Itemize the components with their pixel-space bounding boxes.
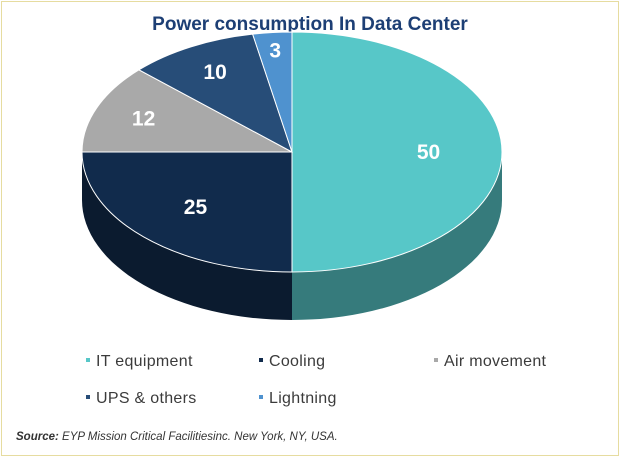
- pie-slice-cooling: [81, 151, 293, 273]
- pie-value-label-cooling: 25: [184, 196, 208, 219]
- legend-swatch-air-movement: [434, 357, 438, 362]
- legend-item-lightning: Lightning: [259, 390, 337, 408]
- legend-label: Air movement: [444, 353, 547, 370]
- pie-slice-air-movement: [81, 69, 293, 153]
- legend-item-cooling: Cooling: [259, 353, 325, 371]
- source-label: Source:: [16, 431, 59, 443]
- legend-swatch-it-equipment: [86, 357, 90, 362]
- legend-label: Lightning: [269, 390, 337, 407]
- legend-swatch-ups-others: [86, 394, 90, 399]
- pie-value-label-it-equipment: 50: [417, 141, 440, 164]
- legend-item-air-movement: Air movement: [434, 353, 546, 371]
- pie-top: [81, 31, 503, 273]
- pie-value-label-ups-others: 10: [203, 61, 226, 84]
- chart-title: Power consumption In Data Center: [152, 14, 468, 35]
- pie-slice-ups-others: [137, 33, 293, 154]
- pie-sides: [82, 152, 502, 320]
- pie-labels: 50 25 12 10 3: [132, 39, 440, 219]
- legend-item-ups-others: UPS & others: [86, 390, 197, 408]
- pie-slice-lightning: [251, 31, 293, 153]
- pie-value-label-lightning: 3: [269, 39, 281, 62]
- legend-label: Cooling: [269, 353, 326, 370]
- pie-slice-it-equipment: [291, 31, 503, 273]
- legend-swatch-lightning: [259, 394, 263, 399]
- pie-side-cooling: [82, 152, 292, 320]
- legend-item-it-equipment: IT equipment: [86, 353, 193, 371]
- source-note: Source: EYP Mission Critical Facilitiesi…: [16, 431, 338, 443]
- pie-side-it-equipment: [292, 152, 502, 320]
- pie-value-label-air-movement: 12: [132, 107, 155, 130]
- source-text: EYP Mission Critical Facilitiesinc. New …: [62, 431, 338, 443]
- legend-swatch-cooling: [259, 357, 263, 362]
- legend-label: UPS & others: [96, 390, 197, 407]
- legend-label: IT equipment: [96, 353, 193, 370]
